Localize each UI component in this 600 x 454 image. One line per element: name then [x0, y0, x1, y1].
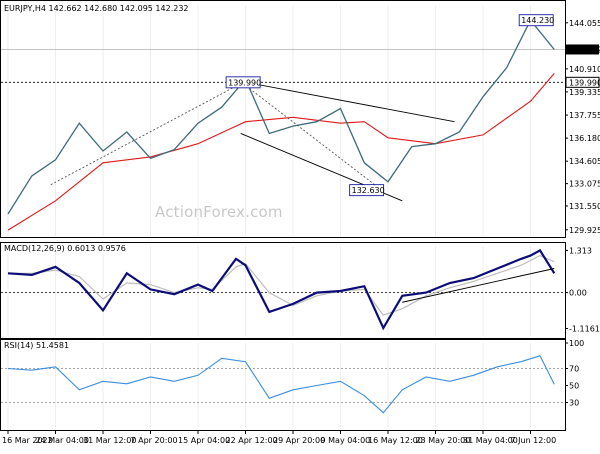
y-tick-label: 1.313 [569, 246, 592, 255]
x-tick-label: 16 Mar 2022 [2, 436, 53, 445]
channel-line [245, 81, 455, 123]
y-tick-label: 0.00 [569, 289, 587, 298]
x-tick-label: 9 May 04:00 [321, 436, 371, 445]
y-tick-label: 144.055 [569, 19, 600, 28]
macd-line [7, 248, 556, 331]
y-tick-label: 137.755 [569, 111, 600, 120]
macd-header: MACD(12,26,9) 0.6013 0.9576 [4, 244, 126, 253]
y-tick-label: 129.925 [569, 226, 600, 235]
x-tick-label: 7 Apr 20:00 [131, 436, 178, 445]
x-tick-label: 29 Apr 20:00 [273, 436, 325, 445]
x-tick-label: 7 Jun 12:00 [511, 436, 557, 445]
grid-lines [1, 6, 565, 428]
price-annotation-label: 139.990 [228, 78, 261, 87]
current-price-box [566, 44, 599, 55]
x-tick-label: 31 May 04:00 [463, 436, 518, 445]
y-tick-label: 139.335 [569, 88, 600, 97]
price-annotation-label: 132.630 [352, 186, 385, 195]
y-tick-label: 50 [569, 382, 579, 391]
series-lines [7, 19, 556, 414]
price-header: EURJPY,H4 142.662 142.680 142.095 142.23… [4, 4, 189, 13]
x-tick-label: 23 May 20:00 [416, 436, 471, 445]
y-tick-label: 70 [569, 365, 579, 374]
y-tick-label: 136.180 [569, 134, 600, 143]
axis-labels: 144.055142.232140.910139.990139.335137.7… [2, 19, 600, 445]
y-tick-label: 134.605 [569, 157, 600, 166]
current-price-label: 142.232 [569, 45, 600, 54]
trendlines: 139.990 132.630 144.230 [50, 14, 555, 303]
price-annotation-box [518, 14, 554, 27]
y-tick-label: 133.075 [569, 180, 600, 189]
watermark: ActionForex.com [155, 203, 283, 221]
price-annotation-box [349, 184, 385, 197]
rsi-header: RSI(14) 51.4581 [4, 341, 69, 350]
moving-average-line [7, 73, 555, 231]
x-tick-label: 16 May 12:00 [368, 436, 423, 445]
x-tick-label: 24 Mar 04:00 [36, 436, 89, 445]
signal-line [8, 254, 555, 316]
x-tick-label: 22 Apr 12:00 [226, 436, 278, 445]
y-tick-label: 100 [569, 339, 584, 348]
y-tick-label: 30 [569, 399, 579, 408]
y-tick-label: 140.910 [569, 65, 600, 74]
reference-level-label: 139.990 [569, 78, 600, 87]
price-line [7, 19, 555, 215]
x-tick-label: 31 Mar 12:00 [83, 436, 136, 445]
y-tick-label: -1.1161 [569, 324, 600, 333]
reference-level-box [565, 76, 600, 88]
price-annotation-box [225, 76, 261, 89]
rsi-pane [0, 339, 566, 431]
price-pane [0, 0, 566, 238]
macd-trendline [402, 268, 555, 303]
y-tick-label: 131.550 [569, 202, 600, 211]
price-annotation-label: 144.230 [521, 16, 554, 25]
rsi-line [7, 355, 555, 414]
x-tick-label: 15 Apr 04:00 [178, 436, 230, 445]
dotted-trendline [242, 83, 379, 189]
